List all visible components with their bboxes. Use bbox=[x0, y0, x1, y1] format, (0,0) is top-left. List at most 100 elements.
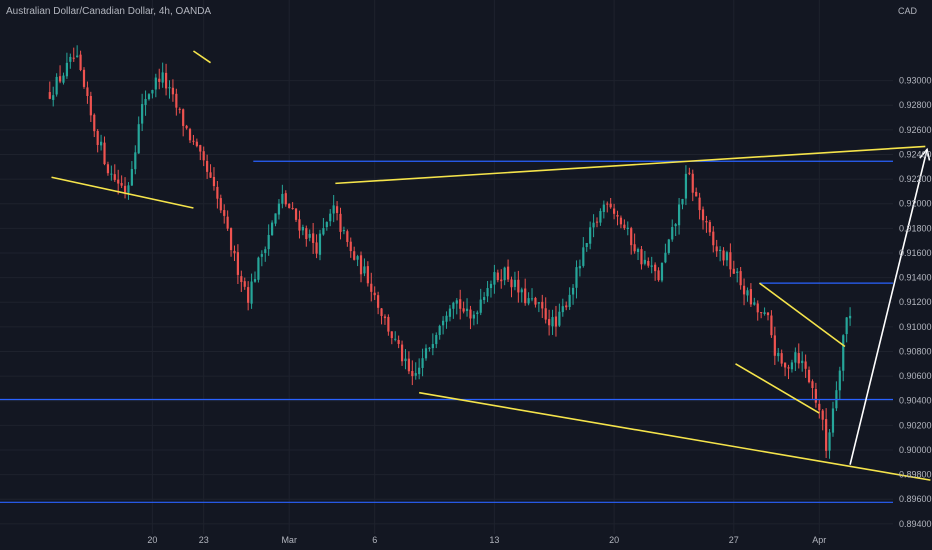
candle-body bbox=[496, 272, 499, 281]
candle-body bbox=[640, 249, 643, 265]
candle-body bbox=[818, 403, 821, 411]
candle-body bbox=[804, 361, 807, 369]
candle-body bbox=[589, 227, 592, 244]
candle-body bbox=[277, 203, 281, 215]
candle-body bbox=[154, 77, 157, 90]
candle-body bbox=[575, 267, 578, 288]
candle-body bbox=[106, 164, 110, 174]
candle-body bbox=[127, 185, 130, 193]
candle-body bbox=[469, 309, 472, 319]
candle-body bbox=[708, 222, 711, 233]
candle-body bbox=[55, 76, 58, 95]
time-tick-label: 6 bbox=[372, 535, 377, 545]
candle-body bbox=[503, 267, 506, 281]
candle-body bbox=[161, 72, 164, 83]
candle-body bbox=[506, 266, 510, 280]
candle-body bbox=[308, 233, 311, 238]
time-axis[interactable]: 2023Mar6132027Apr1017 bbox=[147, 535, 932, 545]
candle-body bbox=[763, 312, 766, 315]
price-tick-label: 0.91400 bbox=[899, 273, 932, 283]
candle-body bbox=[664, 252, 667, 263]
candle-body bbox=[370, 283, 373, 292]
candle-body bbox=[500, 279, 503, 282]
candle-body bbox=[623, 224, 626, 229]
candle-body bbox=[534, 297, 537, 305]
projection-arrow-head bbox=[919, 147, 931, 161]
candle-body bbox=[787, 367, 790, 369]
candle-body bbox=[339, 213, 342, 232]
candle-body bbox=[613, 208, 616, 214]
candle-body bbox=[667, 239, 670, 253]
candle-body bbox=[359, 255, 363, 275]
candle-body bbox=[595, 221, 599, 223]
candle-body bbox=[722, 250, 725, 261]
candle-body bbox=[202, 151, 205, 161]
candle-body bbox=[554, 316, 558, 327]
candle-body bbox=[814, 389, 817, 403]
candle-body bbox=[52, 95, 55, 100]
candle-body bbox=[541, 301, 544, 309]
price-tick-label: 0.91800 bbox=[899, 223, 932, 233]
candle-body bbox=[790, 362, 794, 370]
candle-body bbox=[134, 152, 137, 170]
candle-body bbox=[825, 419, 828, 451]
candle-body bbox=[158, 78, 161, 82]
trend-line bbox=[335, 145, 926, 185]
candle-body bbox=[346, 231, 349, 242]
candle-body bbox=[428, 347, 431, 349]
price-axis[interactable]: 0.93000 0.92800 0.92600 0.92400 0.92200 0.920… bbox=[899, 76, 932, 529]
trend-line bbox=[735, 363, 820, 414]
candle-body bbox=[298, 219, 301, 231]
candle-body bbox=[749, 289, 752, 305]
projection-arrow-line bbox=[849, 149, 928, 465]
candle-body bbox=[585, 243, 588, 247]
candle-body bbox=[568, 294, 571, 307]
candle-body bbox=[801, 360, 804, 364]
candle-body bbox=[48, 92, 51, 99]
candle-body bbox=[479, 299, 482, 313]
candle-body bbox=[435, 335, 438, 345]
candle-body bbox=[329, 213, 332, 222]
candle-body bbox=[510, 279, 513, 288]
candle-body bbox=[619, 217, 623, 225]
candle-body bbox=[705, 220, 708, 223]
grid-lines bbox=[0, 0, 893, 534]
candle-body bbox=[517, 279, 520, 293]
candle-body bbox=[366, 266, 369, 284]
candle-body bbox=[373, 292, 376, 296]
candle-body bbox=[219, 198, 222, 211]
candle-body bbox=[260, 254, 263, 257]
candle-body bbox=[530, 298, 534, 300]
candle-body bbox=[657, 270, 660, 281]
candle-body bbox=[780, 353, 783, 364]
candle-body bbox=[65, 62, 68, 77]
candle-body bbox=[548, 319, 551, 326]
candle-body bbox=[677, 204, 681, 226]
candle-body bbox=[377, 295, 380, 308]
candle-body bbox=[493, 272, 496, 285]
candle-body bbox=[240, 276, 243, 283]
candle-body bbox=[602, 204, 605, 212]
candle-body bbox=[137, 124, 140, 154]
candle-body bbox=[318, 233, 322, 255]
candle-body bbox=[746, 290, 749, 296]
candle-body bbox=[332, 205, 335, 214]
candle-body bbox=[69, 56, 72, 62]
candle-body bbox=[72, 57, 75, 59]
candle-body bbox=[544, 308, 547, 320]
candle-body bbox=[643, 259, 646, 264]
time-tick-label: 23 bbox=[199, 535, 209, 545]
candle-body bbox=[736, 271, 739, 274]
price-tick-label: 0.90200 bbox=[899, 420, 932, 430]
trend-line bbox=[419, 391, 931, 481]
candle-body bbox=[247, 287, 250, 303]
candle-body bbox=[811, 381, 814, 389]
candle-body bbox=[79, 54, 82, 71]
candle-body bbox=[647, 260, 650, 266]
candle-body bbox=[650, 265, 653, 267]
candle-body bbox=[695, 191, 698, 197]
candle-body bbox=[411, 371, 414, 377]
candle-body bbox=[571, 287, 575, 295]
trend-line bbox=[51, 176, 194, 209]
